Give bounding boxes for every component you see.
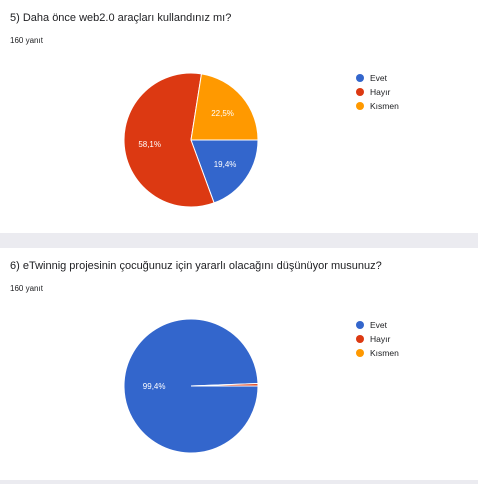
question-card-6: 6) eTwinnig projesinin çocuğunuz için ya… bbox=[0, 248, 478, 480]
pie-data-label: 19,4% bbox=[214, 160, 237, 169]
question-title: 6) eTwinnig projesinin çocuğunuz için ya… bbox=[10, 260, 382, 272]
legend-item-hayir: Hayır bbox=[356, 85, 399, 99]
legend-swatch bbox=[356, 88, 364, 96]
pie-data-label: 58,1% bbox=[138, 140, 161, 149]
legend-item-evet: Evet bbox=[356, 71, 399, 85]
pie-chart: 99,4% bbox=[123, 318, 259, 454]
legend-swatch bbox=[356, 74, 364, 82]
legend-label: Hayır bbox=[370, 87, 391, 97]
legend-label: Evet bbox=[370, 320, 388, 330]
question-title: 5) Daha önce web2.0 araçları kullandınız… bbox=[10, 12, 232, 24]
legend-label: Hayır bbox=[370, 334, 391, 344]
legend-item-kismen: Kısmen bbox=[356, 346, 399, 360]
pie-chart: 19,4% 58,1% 22,5% bbox=[123, 72, 259, 208]
legend-label: Evet bbox=[370, 73, 388, 83]
legend-swatch bbox=[356, 335, 364, 343]
pie-slice-kısmen bbox=[190, 73, 259, 141]
pie-data-label: 22,5% bbox=[211, 109, 234, 118]
chart-legend: Evet Hayır Kısmen bbox=[356, 71, 399, 113]
legend-item-evet: Evet bbox=[356, 318, 399, 332]
pie-slice-hayır bbox=[190, 382, 259, 387]
chart-legend: Evet Hayır Kısmen bbox=[356, 318, 399, 360]
response-count: 160 yanıt bbox=[10, 284, 43, 293]
legend-item-kismen: Kısmen bbox=[356, 99, 399, 113]
question-card-5: 5) Daha önce web2.0 araçları kullandınız… bbox=[0, 0, 478, 233]
response-count: 160 yanıt bbox=[10, 36, 43, 45]
legend-label: Kısmen bbox=[370, 348, 399, 358]
legend-item-hayir: Hayır bbox=[356, 332, 399, 346]
legend-swatch bbox=[356, 102, 364, 110]
legend-label: Kısmen bbox=[370, 101, 399, 111]
pie-slice-hayır bbox=[123, 72, 215, 208]
pie-slice-evet bbox=[190, 139, 259, 204]
pie-data-label: 99,4% bbox=[143, 382, 166, 391]
legend-swatch bbox=[356, 321, 364, 329]
legend-swatch bbox=[356, 349, 364, 357]
